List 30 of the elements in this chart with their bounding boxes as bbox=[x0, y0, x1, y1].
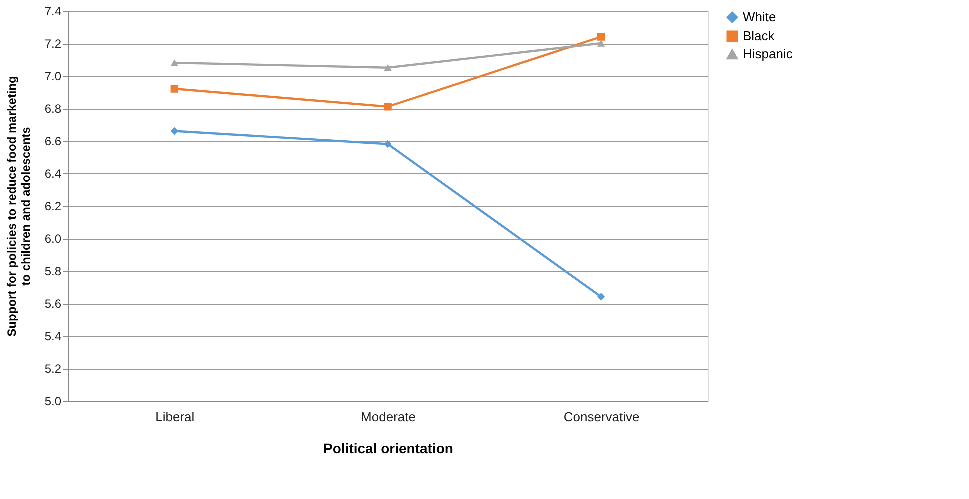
point bbox=[597, 40, 606, 47]
point bbox=[597, 33, 606, 41]
y-tick-label: 6.2 bbox=[44, 200, 62, 214]
legend-label: Hispanic bbox=[743, 46, 794, 62]
point bbox=[384, 140, 392, 148]
x-tick-label: Conservative bbox=[564, 410, 640, 424]
y-tick-label: 6.8 bbox=[44, 102, 62, 116]
y-tick-label: 6.6 bbox=[44, 134, 62, 148]
x-axis-title: Political orientation bbox=[324, 440, 454, 456]
y-tick-label: 6.0 bbox=[44, 232, 62, 246]
y-tick-label: 5.8 bbox=[44, 264, 62, 278]
legend-label: White bbox=[743, 10, 776, 24]
y-tick-label: 5.2 bbox=[44, 362, 62, 376]
point bbox=[384, 64, 392, 72]
y-tick-label: 5.4 bbox=[44, 330, 62, 344]
legend-label: Black bbox=[743, 28, 776, 44]
y-tick-label: 5.0 bbox=[44, 394, 62, 408]
point bbox=[384, 103, 392, 111]
y-tick-label: 6.4 bbox=[44, 167, 62, 181]
x-tick-label: Moderate bbox=[361, 410, 416, 424]
point bbox=[170, 60, 179, 66]
y-tick-label: 7.4 bbox=[44, 4, 62, 18]
x-tick-label: Liberal bbox=[156, 410, 195, 424]
y-axis-title: Support for policies to reduce food marketing to children and adolescents bbox=[4, 76, 33, 337]
y-tick-label: 5.6 bbox=[44, 297, 62, 311]
point bbox=[597, 293, 606, 301]
y-tick-label: 7.2 bbox=[44, 37, 62, 51]
point bbox=[170, 85, 179, 93]
point bbox=[170, 127, 179, 136]
y-tick-label: 7.0 bbox=[44, 70, 62, 84]
